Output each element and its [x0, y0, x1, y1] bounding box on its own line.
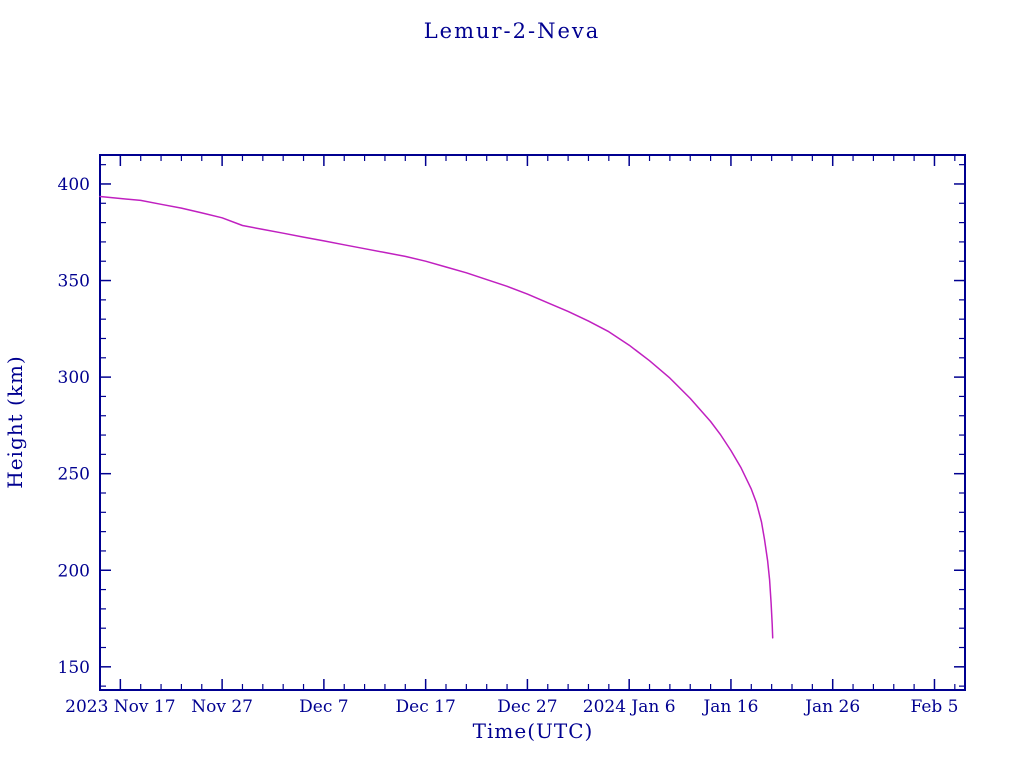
x-axis-label: Time(UTC)	[473, 719, 594, 743]
axes-layer: 2023 Nov 17 Nov 27 Dec 7 Dec 17 Dec 27 2024 J…	[58, 154, 966, 717]
chart-title: Lemur-2-Neva	[424, 19, 601, 43]
x-tick-label: Dec 27	[497, 697, 557, 717]
series-layer	[99, 195, 774, 639]
plot-frame	[99, 154, 966, 691]
x-tick-label: Nov 27	[191, 697, 253, 717]
x-tick-label: Feb 5	[910, 697, 958, 717]
x-tick-label: Dec 7	[299, 697, 348, 717]
y-tick-label: 200	[58, 561, 90, 581]
y-tick-label: 150	[58, 658, 90, 678]
x-tick-label: Jan 26	[803, 697, 860, 717]
x-tick-label: Dec 17	[396, 697, 456, 717]
y-tick-label: 350	[58, 272, 90, 292]
x-tick-label: 2024 Jan 6	[583, 697, 676, 717]
x-tick-label: Jan 16	[701, 697, 758, 717]
y-tick-label: 400	[58, 175, 90, 195]
x-tick-label: 2023 Nov 17	[65, 697, 175, 717]
y-tick-label: 300	[58, 368, 90, 388]
height-decay-curve	[99, 195, 774, 639]
y-tick-label: 250	[58, 465, 90, 485]
y-axis-label: Height (km)	[3, 355, 27, 488]
